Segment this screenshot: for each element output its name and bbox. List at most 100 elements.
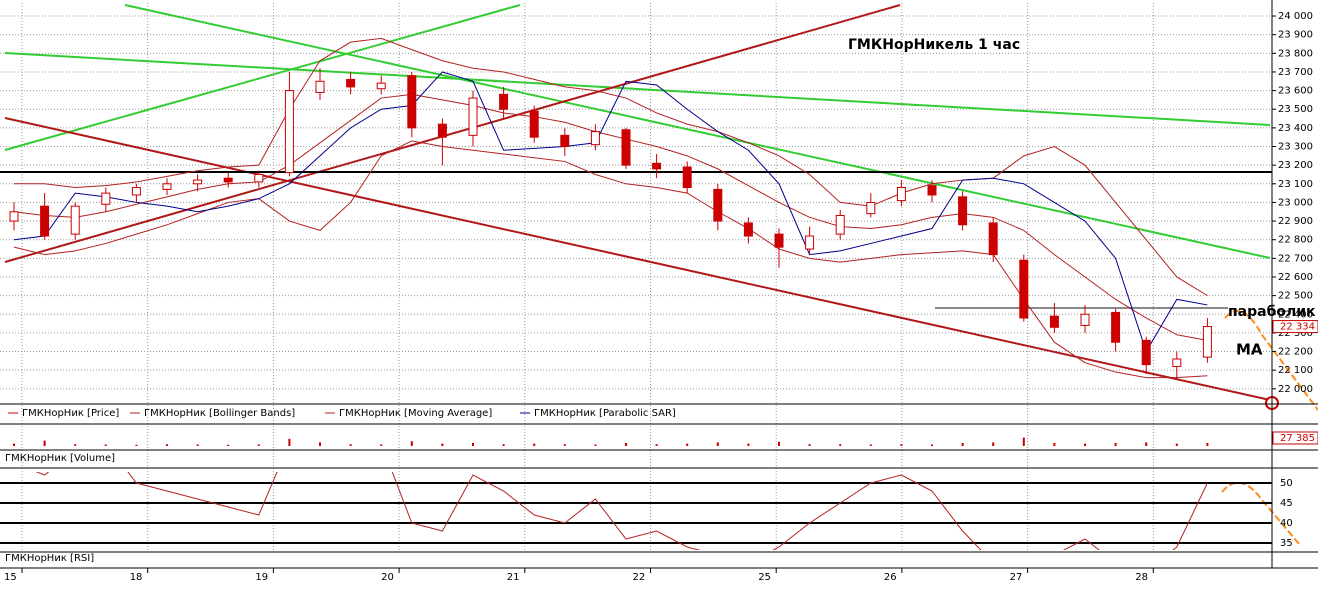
bollinger-lower <box>13 140 1208 379</box>
candle-body <box>1202 326 1212 358</box>
y-tick-label: 23 700 <box>1278 67 1313 78</box>
candle-body <box>1049 315 1059 328</box>
volume-bar <box>380 444 383 446</box>
candle-body <box>223 177 233 183</box>
candle-body <box>499 93 509 110</box>
volume-bar <box>747 443 750 446</box>
x-tick-label: 26 <box>884 572 897 583</box>
trend-line <box>4 4 901 263</box>
volume-bar <box>533 443 536 446</box>
price-label-box <box>1272 320 1318 334</box>
volume-bar <box>196 444 199 446</box>
volume-bar <box>166 444 168 446</box>
y-tick-label: 22 700 <box>1278 253 1313 264</box>
x-tick-label: 15 <box>4 572 17 583</box>
candle-body <box>743 222 753 237</box>
volume-bar <box>227 444 230 446</box>
y-tick-label: 22 000 <box>1278 384 1313 395</box>
candle-body <box>1111 311 1121 343</box>
rsi-line <box>35 472 1208 550</box>
trend-line <box>4 52 1271 126</box>
candle-body <box>590 131 600 146</box>
volume-bar <box>135 444 138 446</box>
candle-body <box>70 205 80 235</box>
y-tick-label: 22 300 <box>1278 328 1313 339</box>
annotation: МА <box>1236 341 1263 359</box>
volume-bar <box>74 444 77 446</box>
rsi-tick-label: 50 <box>1280 478 1293 489</box>
volume-bar <box>43 440 46 446</box>
y-tick-label: 23 800 <box>1278 48 1313 59</box>
x-tick-label: 25 <box>758 572 771 583</box>
volume-bar <box>563 444 566 446</box>
x-tick-label: 20 <box>381 572 394 583</box>
candle-body <box>1019 259 1029 319</box>
plot <box>9 37 1212 380</box>
rsi-tick-label: 40 <box>1280 518 1293 529</box>
volume-bar <box>441 443 444 446</box>
parabolic-sar <box>13 71 1208 353</box>
volume-bar <box>1114 443 1117 446</box>
volume-bar <box>808 444 811 446</box>
chart-title: ГМКНорНикель 1 час <box>848 37 1020 53</box>
candle-body <box>988 222 998 256</box>
volume-bar <box>1175 443 1178 446</box>
candle-body <box>376 82 386 90</box>
rsi-tick-label: 35 <box>1280 538 1293 549</box>
volume-bar <box>961 443 964 446</box>
x-tick-label: 19 <box>255 572 268 583</box>
volume-label: 27 385 <box>1280 433 1315 444</box>
candle-body <box>1172 358 1182 367</box>
volume-bar <box>686 443 689 446</box>
volume-bar <box>410 441 413 446</box>
volume-bar <box>594 444 597 446</box>
candle-body <box>713 188 723 222</box>
y-tick-label: 22 400 <box>1278 309 1313 320</box>
candle-body <box>652 162 662 170</box>
candle-body <box>315 80 325 93</box>
volume-bar <box>13 443 15 446</box>
volume-bar <box>1145 442 1148 446</box>
volume-bar <box>655 444 658 446</box>
volume-bar <box>992 442 995 446</box>
x-tick-label: 22 <box>633 572 646 583</box>
volume-label-box <box>1272 431 1318 445</box>
panel-label: ГМКНорНик [Volume] <box>5 453 115 464</box>
y-tick-label: 22 800 <box>1278 235 1313 246</box>
x-tick-label: 21 <box>507 572 520 583</box>
legend-label: ГМКНорНик [Moving Average] <box>339 408 492 419</box>
volume-bar <box>900 444 903 446</box>
y-tick-label: 24 000 <box>1278 11 1313 22</box>
y-tick-label: 23 200 <box>1278 160 1313 171</box>
candle-body <box>468 97 478 136</box>
volume-bar <box>319 442 321 446</box>
y-tick-label: 22 500 <box>1278 291 1313 302</box>
annotation: параболик <box>1228 304 1316 320</box>
bollinger-upper <box>14 37 1208 297</box>
volume-bar <box>1022 437 1025 446</box>
candle-body <box>437 123 447 138</box>
volume-bar <box>1053 443 1056 446</box>
volume-bar <box>716 442 719 446</box>
candle-body <box>9 211 19 222</box>
candle-body <box>560 134 570 148</box>
candle-body <box>162 183 172 190</box>
candle-body <box>193 179 203 185</box>
candle-body <box>896 187 906 202</box>
trend-line <box>4 117 1271 400</box>
volume-bar <box>839 444 842 446</box>
volume-bar <box>931 444 933 446</box>
y-tick-label: 22 900 <box>1278 216 1313 227</box>
price-label: 22 334 <box>1280 322 1315 333</box>
trend-line <box>124 4 1271 259</box>
y-tick-label: 23 000 <box>1278 197 1313 208</box>
y-tick-label: 22 600 <box>1278 272 1313 283</box>
candle-body <box>346 78 356 88</box>
legend-label: ГМКНорНик [Bollinger Bands] <box>144 408 295 419</box>
volume-bar <box>472 443 474 446</box>
volume-bar <box>502 444 505 446</box>
volume-bar <box>1206 443 1209 446</box>
x-tick-label: 27 <box>1010 572 1023 583</box>
candle-body <box>835 214 845 235</box>
